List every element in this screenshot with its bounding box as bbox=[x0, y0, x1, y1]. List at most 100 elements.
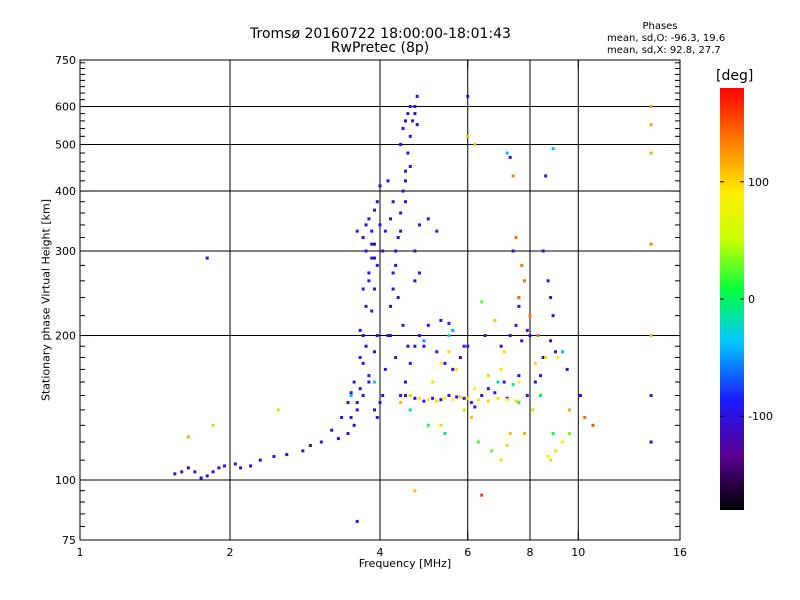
echo-point bbox=[422, 344, 426, 348]
echo-point bbox=[483, 334, 487, 338]
x-axis-label: Frequency [MHz] bbox=[358, 557, 452, 570]
echo-point bbox=[413, 249, 417, 253]
echo-point bbox=[455, 395, 459, 399]
echo-point bbox=[583, 415, 587, 419]
echo-point bbox=[336, 437, 340, 441]
phase-stats-o-mode: mean, sd,O: -96.3, 19.6 bbox=[607, 33, 726, 44]
x-tick-label: 4 bbox=[377, 546, 384, 559]
echo-point bbox=[544, 174, 548, 178]
x-tick-label: 10 bbox=[571, 546, 585, 559]
echo-point bbox=[486, 374, 490, 378]
echo-point bbox=[399, 394, 403, 398]
y-tick-label: 75 bbox=[62, 534, 76, 547]
echo-point bbox=[466, 134, 470, 138]
echo-point bbox=[561, 350, 565, 354]
echo-point bbox=[549, 458, 553, 462]
echo-point bbox=[473, 405, 477, 409]
echo-point bbox=[565, 367, 569, 371]
echo-point bbox=[426, 423, 430, 427]
echo-point bbox=[381, 249, 385, 253]
echo-point bbox=[490, 449, 494, 453]
echo-point bbox=[373, 242, 377, 246]
echo-point bbox=[349, 391, 353, 395]
echo-point bbox=[361, 334, 365, 338]
echo-point bbox=[649, 151, 653, 155]
echo-point bbox=[649, 123, 653, 127]
echo-point bbox=[520, 263, 524, 267]
echo-point bbox=[355, 401, 359, 405]
echo-point bbox=[531, 408, 535, 412]
echo-point bbox=[403, 179, 407, 183]
echo-point bbox=[173, 472, 177, 476]
echo-point bbox=[480, 300, 484, 304]
echo-point bbox=[462, 408, 466, 412]
echo-point bbox=[375, 415, 379, 419]
echo-point bbox=[413, 489, 417, 493]
echo-point bbox=[443, 432, 447, 436]
echo-point bbox=[546, 279, 550, 283]
echo-point bbox=[413, 396, 417, 400]
echo-point bbox=[541, 355, 545, 359]
echo-point bbox=[469, 415, 473, 419]
echo-point bbox=[480, 493, 484, 497]
echo-point bbox=[476, 398, 480, 402]
colorbar-label: [deg] bbox=[716, 68, 754, 84]
echo-point bbox=[528, 314, 532, 318]
echo-point bbox=[408, 134, 412, 138]
echo-point bbox=[399, 229, 403, 233]
echo-point bbox=[406, 112, 410, 116]
echo-point bbox=[499, 367, 503, 371]
echo-point bbox=[541, 249, 545, 253]
echo-point bbox=[361, 394, 365, 398]
echo-point bbox=[469, 401, 473, 405]
echo-point bbox=[401, 126, 405, 130]
chart-subtitle: RwPretec (8p) bbox=[330, 40, 430, 56]
echo-point bbox=[447, 394, 451, 398]
echo-point bbox=[346, 401, 350, 405]
echo-point bbox=[493, 318, 497, 322]
echo-point bbox=[536, 334, 540, 338]
echo-point bbox=[375, 200, 379, 204]
echo-point bbox=[364, 223, 368, 227]
echo-point bbox=[373, 208, 377, 212]
echo-point bbox=[370, 242, 374, 246]
y-tick-label: 750 bbox=[55, 54, 76, 67]
echo-point bbox=[539, 394, 543, 398]
echo-point bbox=[533, 380, 537, 384]
echo-point bbox=[649, 334, 653, 338]
x-tick-label: 8 bbox=[527, 546, 534, 559]
echo-point bbox=[413, 112, 417, 116]
echo-point bbox=[493, 391, 497, 395]
echo-point bbox=[508, 155, 512, 159]
echo-point bbox=[466, 94, 470, 98]
echo-point bbox=[199, 476, 203, 480]
echo-point bbox=[330, 428, 334, 432]
echo-point bbox=[367, 271, 371, 275]
echo-point bbox=[349, 394, 353, 398]
echo-point bbox=[458, 355, 462, 359]
echo-point bbox=[567, 432, 571, 436]
y-tick-label: 200 bbox=[55, 330, 76, 343]
echo-point bbox=[389, 334, 393, 338]
echo-point bbox=[447, 350, 451, 354]
echo-point bbox=[473, 143, 477, 147]
echo-point bbox=[361, 236, 365, 240]
echo-point bbox=[383, 229, 387, 233]
echo-point bbox=[373, 287, 377, 291]
echo-point bbox=[511, 383, 515, 387]
echo-point bbox=[211, 470, 215, 474]
echo-point bbox=[511, 249, 515, 253]
echo-point bbox=[649, 394, 653, 398]
echo-point bbox=[386, 179, 390, 183]
echo-point bbox=[180, 470, 184, 474]
echo-point bbox=[375, 334, 379, 338]
echo-point bbox=[370, 229, 374, 233]
echo-point bbox=[462, 396, 466, 400]
echo-point bbox=[378, 184, 382, 188]
echo-point bbox=[439, 398, 443, 402]
colorbar-tick-label: 0 bbox=[748, 293, 755, 306]
echo-point bbox=[272, 454, 276, 458]
echo-point bbox=[349, 415, 353, 419]
echo-point bbox=[523, 432, 527, 436]
echo-point bbox=[401, 189, 405, 193]
